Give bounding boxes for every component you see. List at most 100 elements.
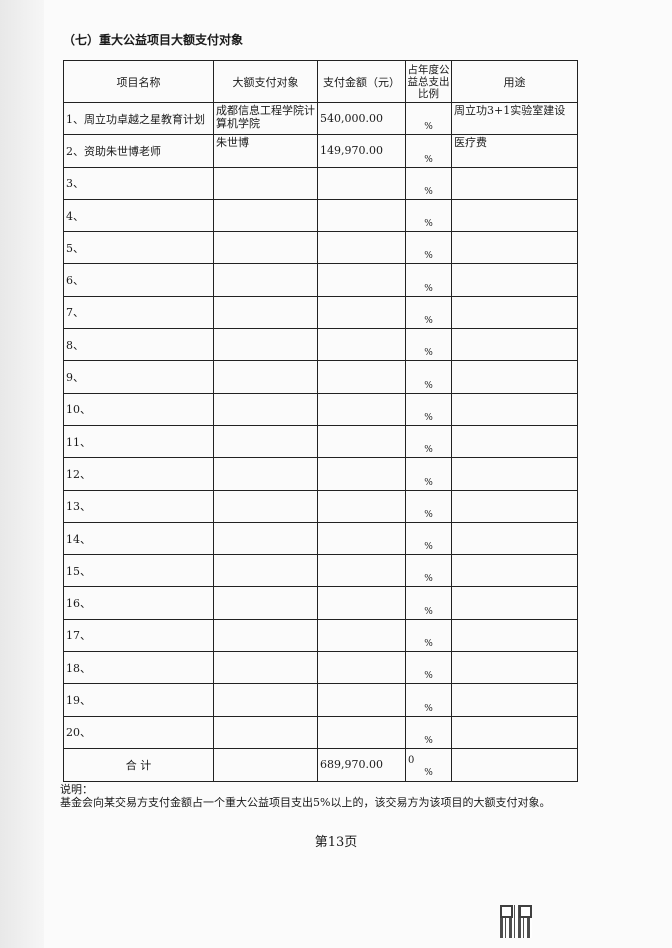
note: 说明： 基金会向某交易方支付金额占一个重大公益项目支出5%以上的，该交易方为该项… bbox=[60, 783, 600, 809]
table-row: 12、% bbox=[63, 457, 578, 491]
qr-code bbox=[500, 905, 532, 938]
cell-use bbox=[451, 489, 578, 523]
total-ratio-value: 0 bbox=[408, 754, 415, 766]
header-amount: 支付金额（元） bbox=[317, 60, 406, 103]
table-header: 项目名称 大额支付对象 支付金额（元） 占年度公益总支出比例 用途 bbox=[63, 60, 578, 103]
table-row: 6、% bbox=[63, 263, 578, 297]
cell-use: 周立功3+1实验室建设 bbox=[451, 101, 578, 136]
cell-use bbox=[451, 328, 578, 362]
cell-project-name: 3、 bbox=[63, 166, 214, 200]
cell-payee bbox=[213, 295, 318, 330]
cell-amount bbox=[317, 392, 406, 426]
cell-payee bbox=[213, 198, 318, 233]
cell-use bbox=[451, 521, 578, 556]
scan-edge bbox=[0, 0, 44, 948]
page-number: 第13页 bbox=[314, 834, 358, 850]
cell-project-name: 8、 bbox=[63, 328, 214, 362]
cell-payee bbox=[213, 231, 318, 265]
table-row: 9、% bbox=[63, 360, 578, 394]
table-row: 15、% bbox=[63, 554, 578, 588]
table-row: 10、% bbox=[63, 392, 578, 426]
cell-project-name: 1、周立功卓越之星教育计划 bbox=[63, 101, 214, 136]
cell-amount bbox=[317, 263, 406, 297]
cell-ratio: % bbox=[405, 715, 452, 749]
cell-payee bbox=[213, 554, 318, 588]
cell-payee bbox=[213, 166, 318, 200]
cell-amount bbox=[317, 295, 406, 330]
cell-amount bbox=[317, 328, 406, 362]
cell-ratio: % bbox=[405, 166, 452, 200]
cell-amount bbox=[317, 521, 406, 556]
header-payee: 大额支付对象 bbox=[213, 60, 318, 103]
cell-payee bbox=[213, 263, 318, 297]
cell-use bbox=[451, 166, 578, 200]
cell-ratio: % bbox=[405, 328, 452, 362]
cell-project-name: 4、 bbox=[63, 198, 214, 233]
cell-payee: 朱世博 bbox=[213, 134, 318, 168]
cell-amount: 149,970.00 bbox=[317, 134, 406, 168]
cell-payee bbox=[213, 392, 318, 426]
cell-project-name: 14、 bbox=[63, 521, 214, 556]
table-row: 2、资助朱世博老师 朱世博 149,970.00% 医疗费 bbox=[63, 134, 578, 168]
payment-table: 项目名称 大额支付对象 支付金额（元） 占年度公益总支出比例 用途 1、周立功卓… bbox=[63, 60, 578, 782]
note-label: 说明： bbox=[60, 782, 93, 796]
cell-project-name: 11、 bbox=[63, 424, 214, 459]
total-ratio: 0% bbox=[405, 747, 452, 782]
cell-use bbox=[451, 618, 578, 653]
cell-ratio: % bbox=[405, 231, 452, 265]
table-row: 14、% bbox=[63, 521, 578, 556]
note-text: 基金会向某交易方支付金额占一个重大公益项目支出5%以上的，该交易方为该项目的大额… bbox=[60, 795, 551, 809]
cell-project-name: 7、 bbox=[63, 295, 214, 330]
cell-project-name: 2、资助朱世博老师 bbox=[63, 134, 214, 168]
cell-payee bbox=[213, 618, 318, 653]
table-row: 1、周立功卓越之星教育计划 成都信息工程学院计算机学院 540,000.00% 周立功… bbox=[63, 101, 578, 136]
table-row: 19、% bbox=[63, 683, 578, 717]
cell-amount bbox=[317, 166, 406, 200]
cell-payee bbox=[213, 424, 318, 459]
cell-ratio: % bbox=[405, 618, 452, 653]
cell-ratio: % bbox=[405, 554, 452, 588]
cell-amount bbox=[317, 618, 406, 653]
cell-amount: 540,000.00 bbox=[317, 101, 406, 136]
cell-use bbox=[451, 360, 578, 394]
table-row: 17、% bbox=[63, 618, 578, 653]
cell-ratio: % bbox=[405, 683, 452, 717]
cell-amount bbox=[317, 715, 406, 749]
cell-ratio: % bbox=[405, 424, 452, 459]
cell-amount bbox=[317, 457, 406, 491]
cell-project-name: 15、 bbox=[63, 554, 214, 588]
cell-payee bbox=[213, 521, 318, 556]
cell-use bbox=[451, 586, 578, 620]
cell-payee bbox=[213, 586, 318, 620]
cell-amount bbox=[317, 651, 406, 685]
cell-project-name: 5、 bbox=[63, 231, 214, 265]
cell-use bbox=[451, 683, 578, 717]
cell-use bbox=[451, 715, 578, 749]
cell-payee bbox=[213, 489, 318, 523]
cell-amount bbox=[317, 424, 406, 459]
table-row: 5、% bbox=[63, 231, 578, 265]
cell-use bbox=[451, 651, 578, 685]
cell-use bbox=[451, 424, 578, 459]
cell-project-name: 9、 bbox=[63, 360, 214, 394]
cell-project-name: 20、 bbox=[63, 715, 214, 749]
cell-use bbox=[451, 263, 578, 297]
cell-ratio: % bbox=[405, 134, 452, 168]
cell-ratio: % bbox=[405, 263, 452, 297]
cell-ratio: % bbox=[405, 651, 452, 685]
cell-amount bbox=[317, 586, 406, 620]
cell-payee: 成都信息工程学院计算机学院 bbox=[213, 101, 318, 136]
cell-project-name: 17、 bbox=[63, 618, 214, 653]
cell-project-name: 13、 bbox=[63, 489, 214, 523]
cell-use: 医疗费 bbox=[451, 134, 578, 168]
cell-ratio: % bbox=[405, 295, 452, 330]
cell-ratio: % bbox=[405, 198, 452, 233]
total-use bbox=[451, 747, 578, 782]
cell-project-name: 12、 bbox=[63, 457, 214, 491]
header-use: 用途 bbox=[451, 60, 578, 103]
cell-project-name: 10、 bbox=[63, 392, 214, 426]
cell-ratio: % bbox=[405, 489, 452, 523]
cell-payee bbox=[213, 715, 318, 749]
cell-project-name: 18、 bbox=[63, 651, 214, 685]
cell-payee bbox=[213, 457, 318, 491]
